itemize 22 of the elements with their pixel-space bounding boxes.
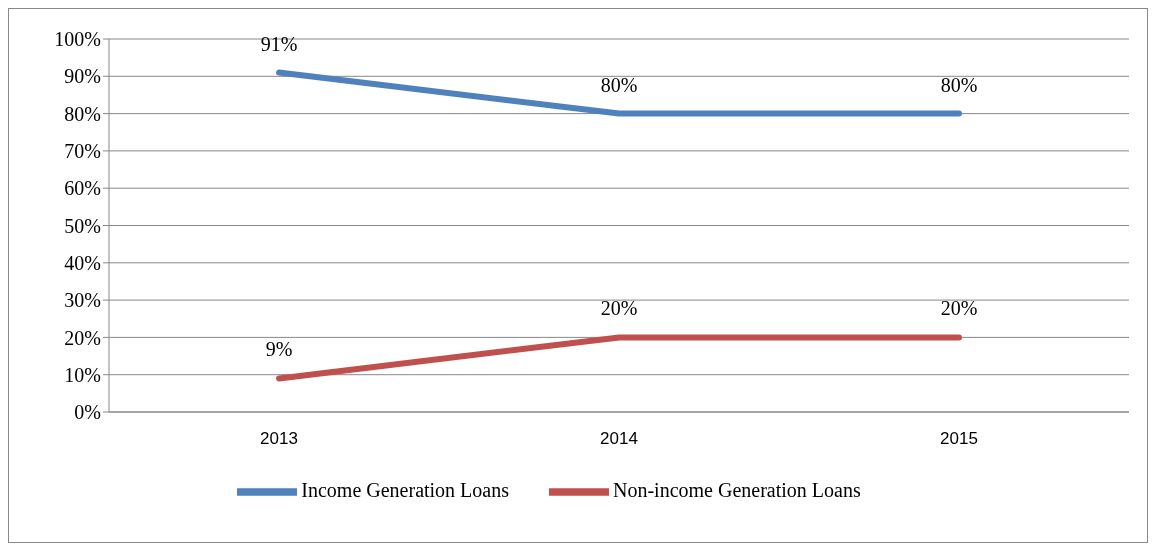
- y-tick-label: 40%: [64, 251, 101, 274]
- y-tick-label: 90%: [64, 65, 101, 88]
- y-tick-label: 0%: [74, 401, 101, 424]
- data-label: 20%: [600, 297, 638, 320]
- data-label: 9%: [265, 338, 293, 361]
- y-tick-label: 100%: [54, 28, 101, 51]
- y-tick-label: 70%: [64, 140, 101, 162]
- legend-label: Income Generation Loans: [301, 478, 509, 501]
- y-tick-label: 10%: [64, 363, 101, 386]
- data-label: 20%: [940, 297, 978, 320]
- y-tick-label: 30%: [64, 289, 101, 312]
- data-label: 91%: [260, 32, 298, 55]
- data-label: 80%: [940, 73, 978, 96]
- x-tick-label: 2015: [940, 429, 978, 449]
- legend-label: Non-income Generation Loans: [613, 478, 861, 501]
- y-tick-label: 60%: [64, 177, 101, 200]
- y-tick-label: 80%: [64, 102, 101, 125]
- data-label: 80%: [600, 73, 638, 96]
- x-tick-label: 2013: [260, 429, 298, 449]
- x-tick-label: 2014: [600, 429, 638, 449]
- y-tick-label: 20%: [64, 326, 101, 349]
- y-tick-label: 50%: [64, 214, 101, 237]
